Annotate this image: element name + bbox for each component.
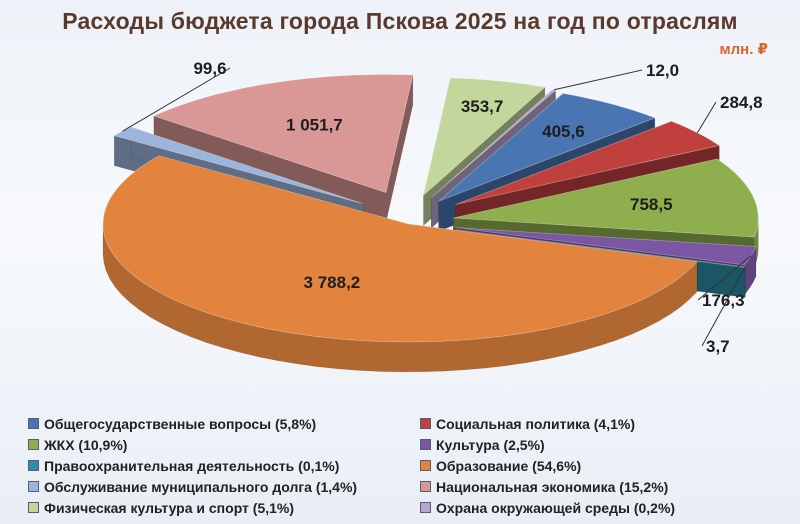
chart-legend: Общегосударственные вопросы (5,8%) Социа… — [28, 414, 788, 517]
legend-item: Социальная политика (4,1%) — [420, 414, 780, 433]
label-leader-line — [122, 67, 231, 132]
legend-item: Национальная экономика (15,2%) — [420, 477, 780, 496]
data-label: 405,6 — [542, 122, 585, 141]
label-leader-line — [697, 255, 752, 301]
legend-swatch — [28, 481, 39, 492]
legend-swatch — [420, 502, 431, 513]
legend-item: Правоохранительная деятельность (0,1%) — [28, 456, 420, 475]
legend-item: Образование (54,6%) — [420, 456, 780, 475]
data-label: 3,7 — [706, 337, 730, 356]
legend-label: Охрана окружающей среды (0,2%) — [436, 499, 676, 516]
pie-slice — [102, 155, 698, 373]
label-leader-line — [553, 69, 643, 91]
label-leader-line — [701, 266, 746, 347]
legend-label: Обслуживание муниципального долга (1,4%) — [44, 478, 358, 495]
data-label: 353,7 — [461, 97, 504, 116]
legend-label: Социальная политика (4,1%) — [436, 415, 636, 432]
pie-chart: 405,6 284,8 758,5 176,3 3,7 3 788,2 99,6 1 051,… — [102, 59, 763, 373]
legend-label: Правоохранительная деятельность (0,1%) — [44, 457, 340, 474]
slice-top — [453, 158, 759, 238]
legend-item: Обслуживание муниципального долга (1,4%) — [28, 477, 420, 496]
unit-label: млн. ₽ — [719, 41, 768, 58]
legend-swatch — [420, 481, 431, 492]
legend-swatch — [28, 418, 39, 429]
legend-swatch — [28, 439, 39, 450]
legend-item: ЖКХ (10,9%) — [28, 435, 420, 454]
legend-label: Культура (2,5%) — [436, 436, 545, 453]
legend-swatch — [420, 460, 431, 471]
data-label: 758,5 — [630, 195, 673, 214]
legend-item: Охрана окружающей среды (0,2%) — [420, 498, 780, 517]
data-label: 176,3 — [702, 291, 745, 310]
legend-swatch — [420, 439, 431, 450]
legend-label: Физическая культура и спорт (5,1%) — [44, 499, 295, 516]
slice-top — [102, 155, 698, 343]
legend-item: Культура (2,5%) — [420, 435, 780, 454]
slice-top — [152, 74, 414, 194]
legend-label: Образование (54,6%) — [436, 457, 582, 474]
legend-swatch — [28, 460, 39, 471]
data-label: 284,8 — [720, 93, 763, 112]
slice-top — [438, 92, 657, 202]
legend-swatch — [420, 418, 431, 429]
legend-swatch — [28, 502, 39, 513]
legend-label: ЖКХ (10,9%) — [44, 436, 128, 453]
chart-title: Расходы бюджета города Пскова 2025 на го… — [62, 8, 738, 34]
legend-item: Физическая культура и спорт (5,1%) — [28, 498, 420, 517]
legend-item: Общегосударственные вопросы (5,8%) — [28, 414, 420, 433]
slice-top — [422, 77, 546, 197]
label-leader-line — [696, 101, 717, 134]
data-label: 1 051,7 — [286, 116, 343, 135]
data-label: 99,6 — [193, 59, 226, 78]
data-label: 12,0 — [646, 61, 679, 80]
legend-label: Национальная экономика (15,2%) — [436, 478, 669, 495]
legend-label: Общегосударственные вопросы (5,8%) — [44, 415, 317, 432]
data-label: 3 788,2 — [304, 273, 361, 292]
